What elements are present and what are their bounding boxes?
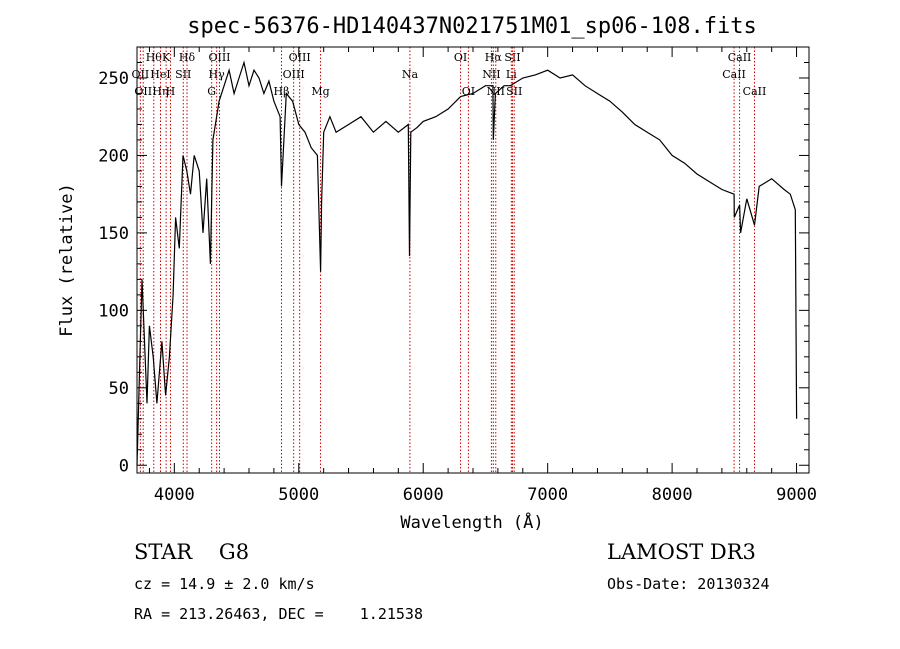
line-label: OI: [462, 85, 475, 98]
object-class: STAR G8: [134, 540, 250, 564]
line-label: H: [166, 85, 176, 98]
line-label: Li: [506, 68, 517, 81]
ra-dec: RA = 213.26463, DEC = 1.21538: [134, 605, 423, 623]
x-axis: 4000 5000 6000 7000 8000 9000: [148, 47, 817, 505]
line-label: Hα: [485, 51, 503, 64]
line-label: Hβ: [274, 85, 290, 98]
x-tick-label: 5000: [278, 485, 319, 505]
x-axis-label: Wavelength (Å): [400, 511, 543, 533]
line-label: OI: [454, 51, 467, 64]
line-label: OII: [134, 85, 152, 98]
x-tick-label: 7000: [527, 485, 568, 505]
spectrum-series: [136, 60, 798, 466]
line-label: Hθ: [146, 51, 163, 64]
obs-date: Obs-Date: 20130324: [607, 575, 770, 593]
line-label: CaII: [743, 85, 767, 98]
redshift-cz: cz = 14.9 ± 2.0 km/s: [134, 575, 315, 593]
y-tick-label: 100: [98, 301, 129, 321]
line-label: NII: [482, 68, 500, 81]
line-label: Hη: [152, 85, 168, 98]
line-label: Hγ: [209, 68, 226, 81]
line-label: Mg: [311, 85, 329, 98]
line-label: OIII: [289, 51, 311, 64]
x-tick-label: 8000: [652, 485, 693, 505]
x-tick-label: 6000: [403, 485, 444, 505]
line-label: K: [162, 51, 171, 64]
line-label: CaII: [728, 51, 752, 64]
emission-line-markers: OII OII Hθ HeI Hη K H SII Hδ G Hγ OIII Hβ OIII OIII Mg N…: [132, 47, 767, 473]
line-label: NII: [487, 85, 505, 98]
y-tick-label: 50: [109, 379, 129, 399]
survey-name: LAMOST DR3: [607, 540, 756, 564]
line-label: G: [207, 85, 216, 98]
x-tick-label: 9000: [776, 485, 817, 505]
x-tick-label: 4000: [154, 485, 195, 505]
line-label: CaII: [722, 68, 746, 81]
chart-title: spec-56376-HD140437N021751M01_sp06-108.f…: [187, 14, 757, 39]
line-label: SII: [504, 51, 520, 64]
line-label: OIII: [283, 68, 305, 81]
line-label: Na: [402, 68, 419, 81]
y-tick-label: 250: [98, 69, 129, 89]
line-label: SII: [506, 85, 522, 98]
y-tick-label: 200: [98, 146, 129, 166]
y-axis: 0 50 100 150 200 250: [98, 61, 809, 476]
line-label: HeI: [150, 68, 170, 81]
line-label: OII: [132, 68, 150, 81]
line-label: Hδ: [179, 51, 196, 64]
line-label: SII: [175, 68, 191, 81]
line-label: OIII: [208, 51, 230, 64]
plot-frame: [136, 46, 810, 474]
spectrum-line: [136, 60, 798, 466]
y-tick-label: 0: [119, 456, 129, 476]
y-tick-label: 150: [98, 224, 129, 244]
y-axis-label: Flux (relative): [57, 183, 77, 337]
